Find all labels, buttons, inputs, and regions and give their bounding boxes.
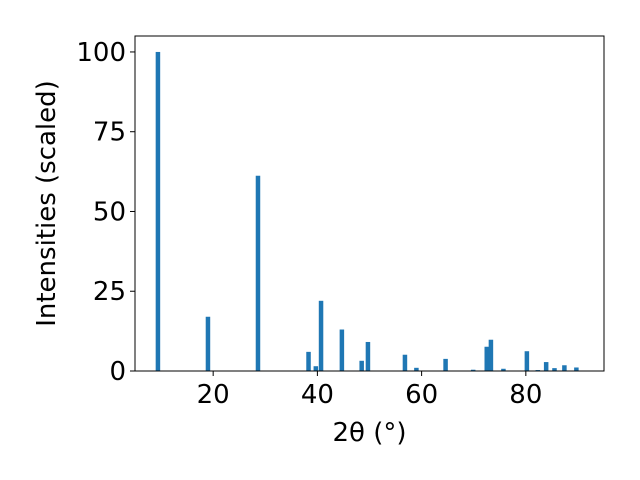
bar [205,316,211,371]
bar [470,369,476,371]
y-tick-label: 75 [93,118,126,148]
bar [414,367,419,371]
bar [313,366,319,371]
bar [255,175,261,371]
bar [365,341,371,371]
y-tick-label: 50 [93,197,126,227]
x-axis-label: 2θ (°) [332,418,406,448]
bar [402,354,408,371]
y-axis-label: Intensities (scaled) [32,80,62,327]
y-tick-label: 0 [109,357,126,387]
x-tick-label: 40 [301,380,334,410]
y-tick-label: 100 [76,38,126,68]
bar [318,300,324,371]
bar [543,362,549,371]
bar [484,346,489,371]
bar [574,367,579,371]
bar [488,339,494,371]
bars-group [155,51,579,371]
bar [155,51,161,371]
plot-frame [134,35,605,372]
x-tick-label: 60 [405,380,438,410]
x-tick-label: 20 [197,380,230,410]
bar [306,351,311,371]
bar [552,368,557,371]
bar [562,365,567,371]
bar [359,360,364,371]
y-tick-label: 25 [93,277,126,307]
bar [339,329,345,371]
bar [443,358,448,371]
bar [524,351,530,371]
bar [501,368,506,371]
x-tick-label: 80 [509,380,542,410]
x-axis-ticks: 20 40 60 80 [197,371,542,410]
y-axis-ticks: 0 25 50 75 100 [76,38,135,387]
